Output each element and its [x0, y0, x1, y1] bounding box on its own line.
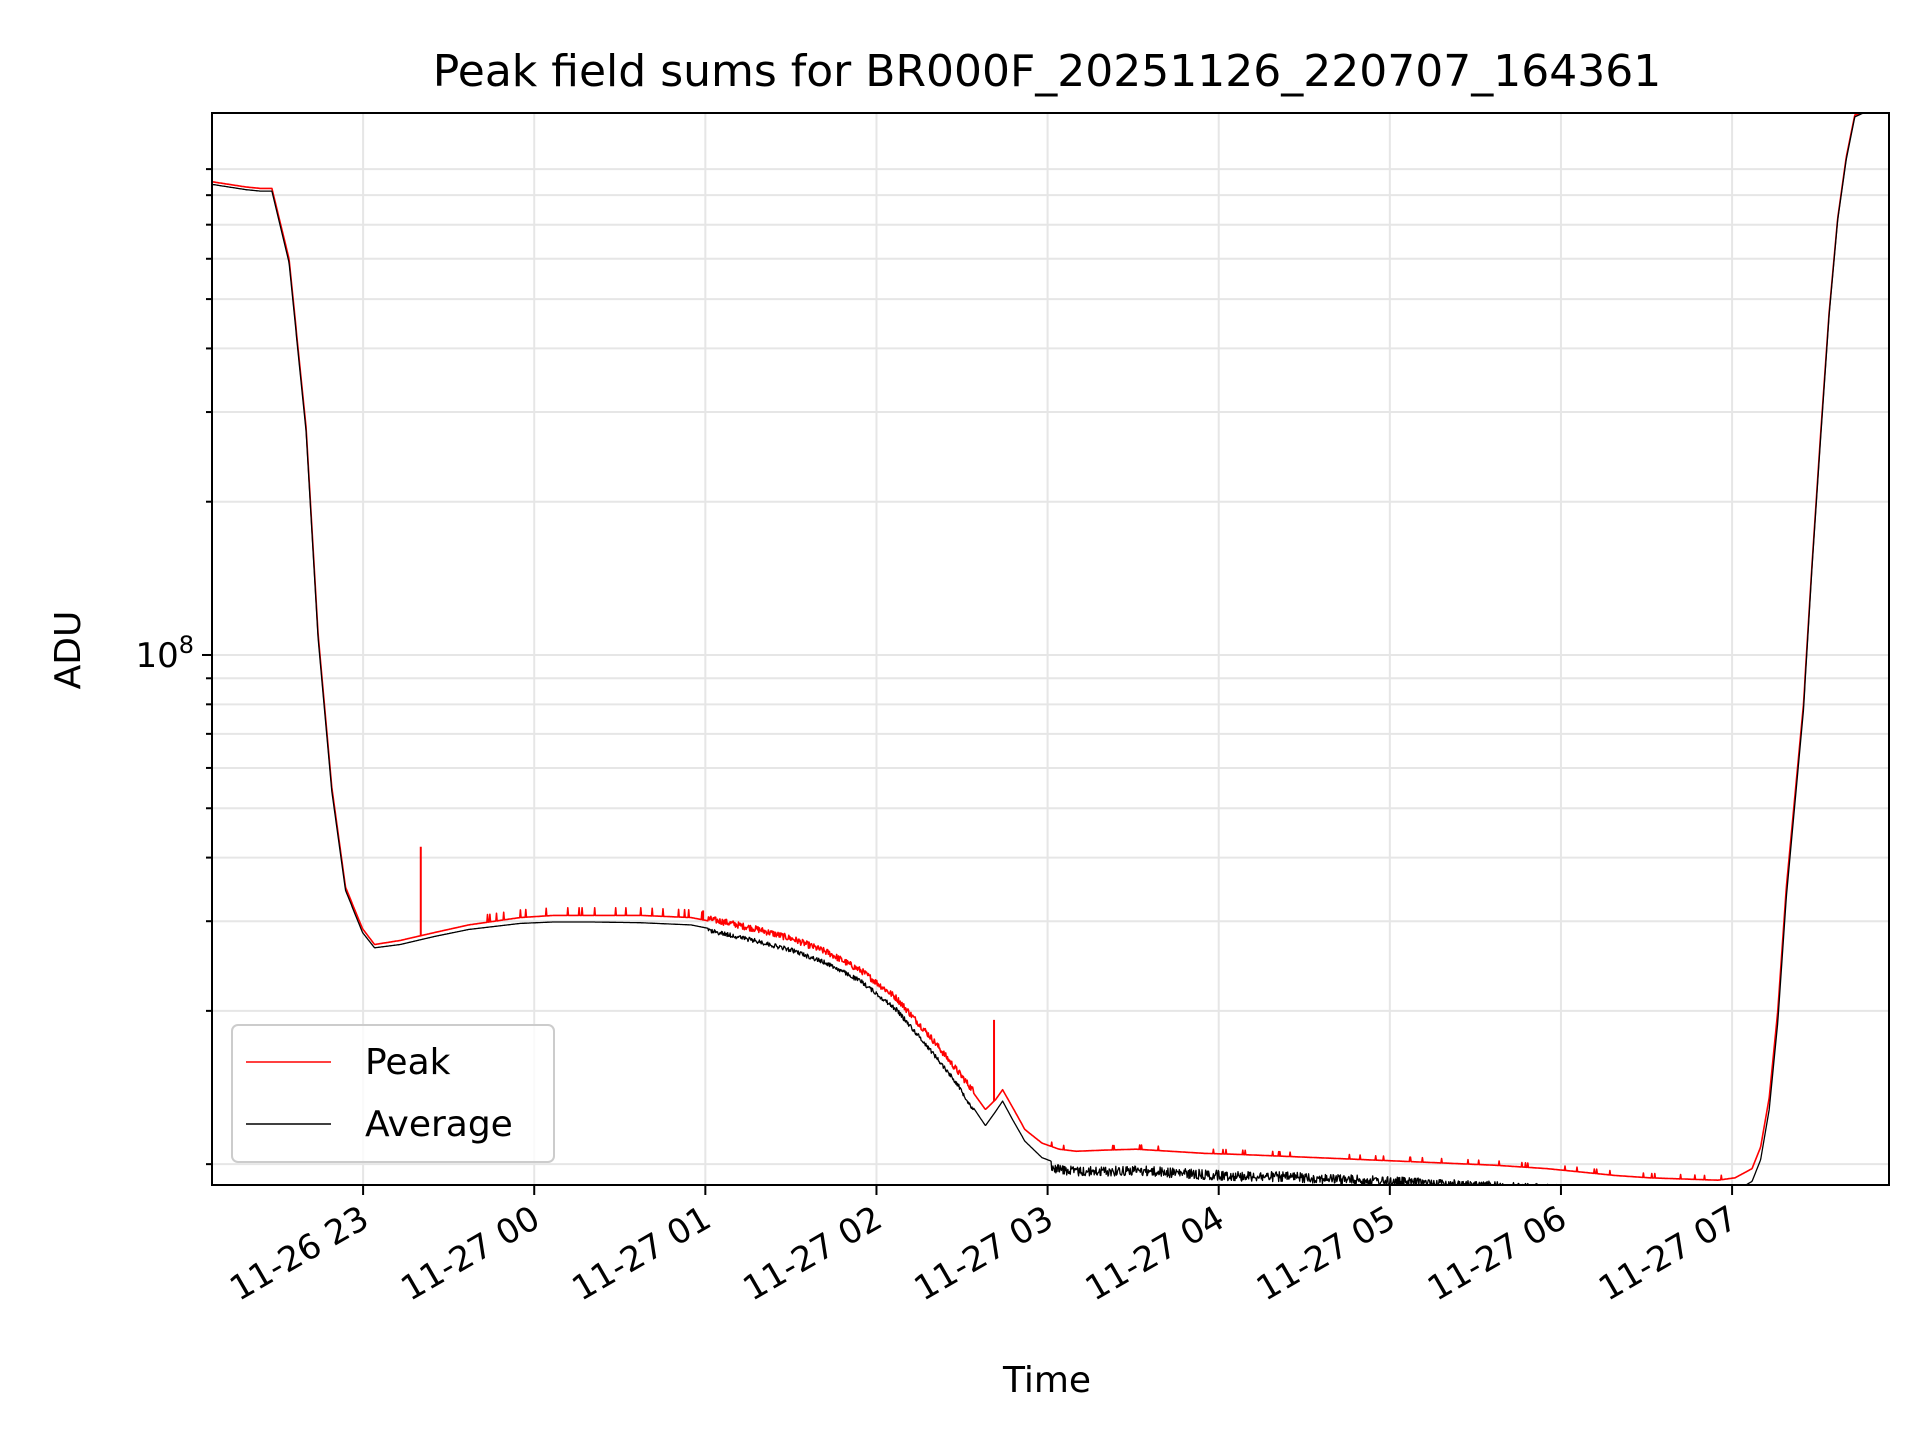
series-line-peak	[211, 112, 1864, 1181]
legend-box	[231, 1024, 555, 1163]
plot-area	[212, 113, 1889, 1185]
legend-label-average: Average	[365, 1104, 513, 1145]
chart-title: Peak field sums for BR000F_20251126_2207…	[433, 46, 1661, 97]
legend-label-peak: Peak	[365, 1042, 451, 1083]
x-axis-label: Time	[1002, 1360, 1091, 1401]
plot-frame	[211, 112, 1890, 1186]
y-axis-label: ADU	[48, 611, 89, 690]
grid-layer	[212, 113, 1889, 1185]
legend: Peak Average	[231, 1024, 555, 1163]
